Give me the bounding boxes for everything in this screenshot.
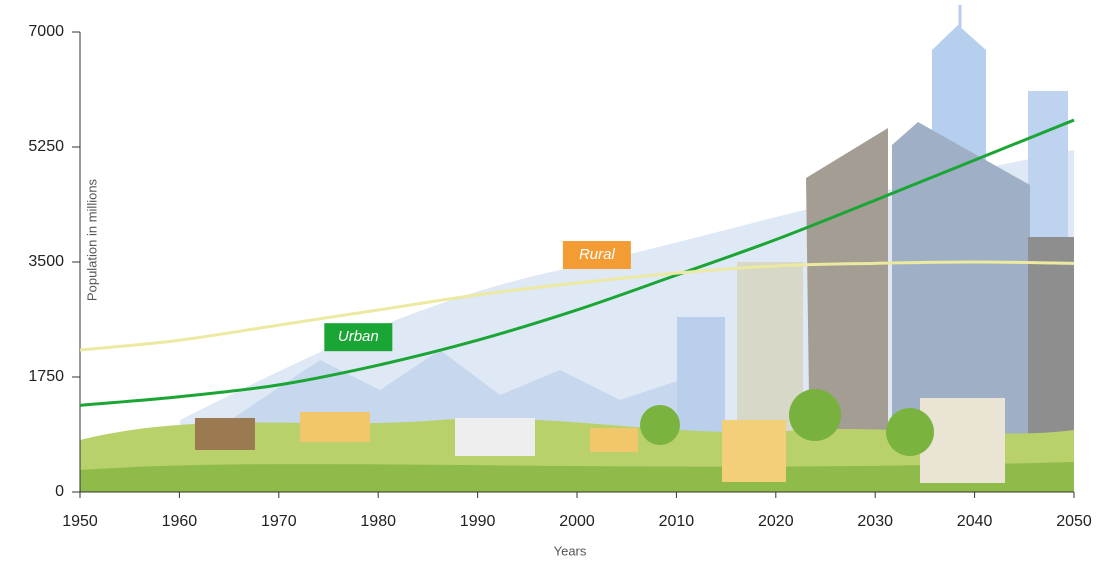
tree	[789, 389, 841, 441]
x-tick-label: 1950	[62, 513, 98, 530]
x-tick-label: 1980	[360, 513, 396, 530]
illustration	[80, 5, 1074, 492]
tower	[806, 128, 888, 470]
x-tick-label: 2000	[559, 513, 595, 530]
x-tick-label: 2050	[1056, 513, 1092, 530]
building	[677, 317, 725, 447]
series-line	[79, 260, 1075, 352]
x-tick-label: 1990	[460, 513, 496, 530]
x-tick-label: 2030	[857, 513, 893, 530]
house	[455, 418, 535, 456]
house	[722, 420, 786, 482]
house	[590, 428, 638, 452]
y-axis-title: Population in millions	[84, 178, 99, 301]
tree	[640, 405, 680, 445]
series-label: Urban	[338, 328, 379, 345]
x-tick-label: 1970	[261, 513, 297, 530]
tower	[892, 122, 1030, 480]
x-tick-label: 2020	[758, 513, 794, 530]
y-tick-label: 1750	[28, 368, 64, 385]
series-label-box	[562, 241, 631, 270]
x-tick-label: 2040	[957, 513, 993, 530]
y-tick-label: 7000	[28, 23, 64, 40]
series-label: Rural	[579, 246, 616, 263]
series-label-box	[324, 323, 393, 352]
tree	[886, 408, 934, 456]
x-tick-label: 1960	[162, 513, 198, 530]
house	[195, 418, 255, 450]
house	[920, 398, 1005, 483]
x-axis-title: Years	[554, 543, 587, 558]
x-tick-label: 2010	[659, 513, 695, 530]
y-tick-label: 5250	[28, 138, 64, 155]
y-tick-label: 3500	[28, 253, 64, 270]
y-tick-label: 0	[55, 483, 64, 500]
house	[300, 412, 370, 442]
grass	[80, 462, 1074, 492]
series-line	[79, 118, 1075, 407]
